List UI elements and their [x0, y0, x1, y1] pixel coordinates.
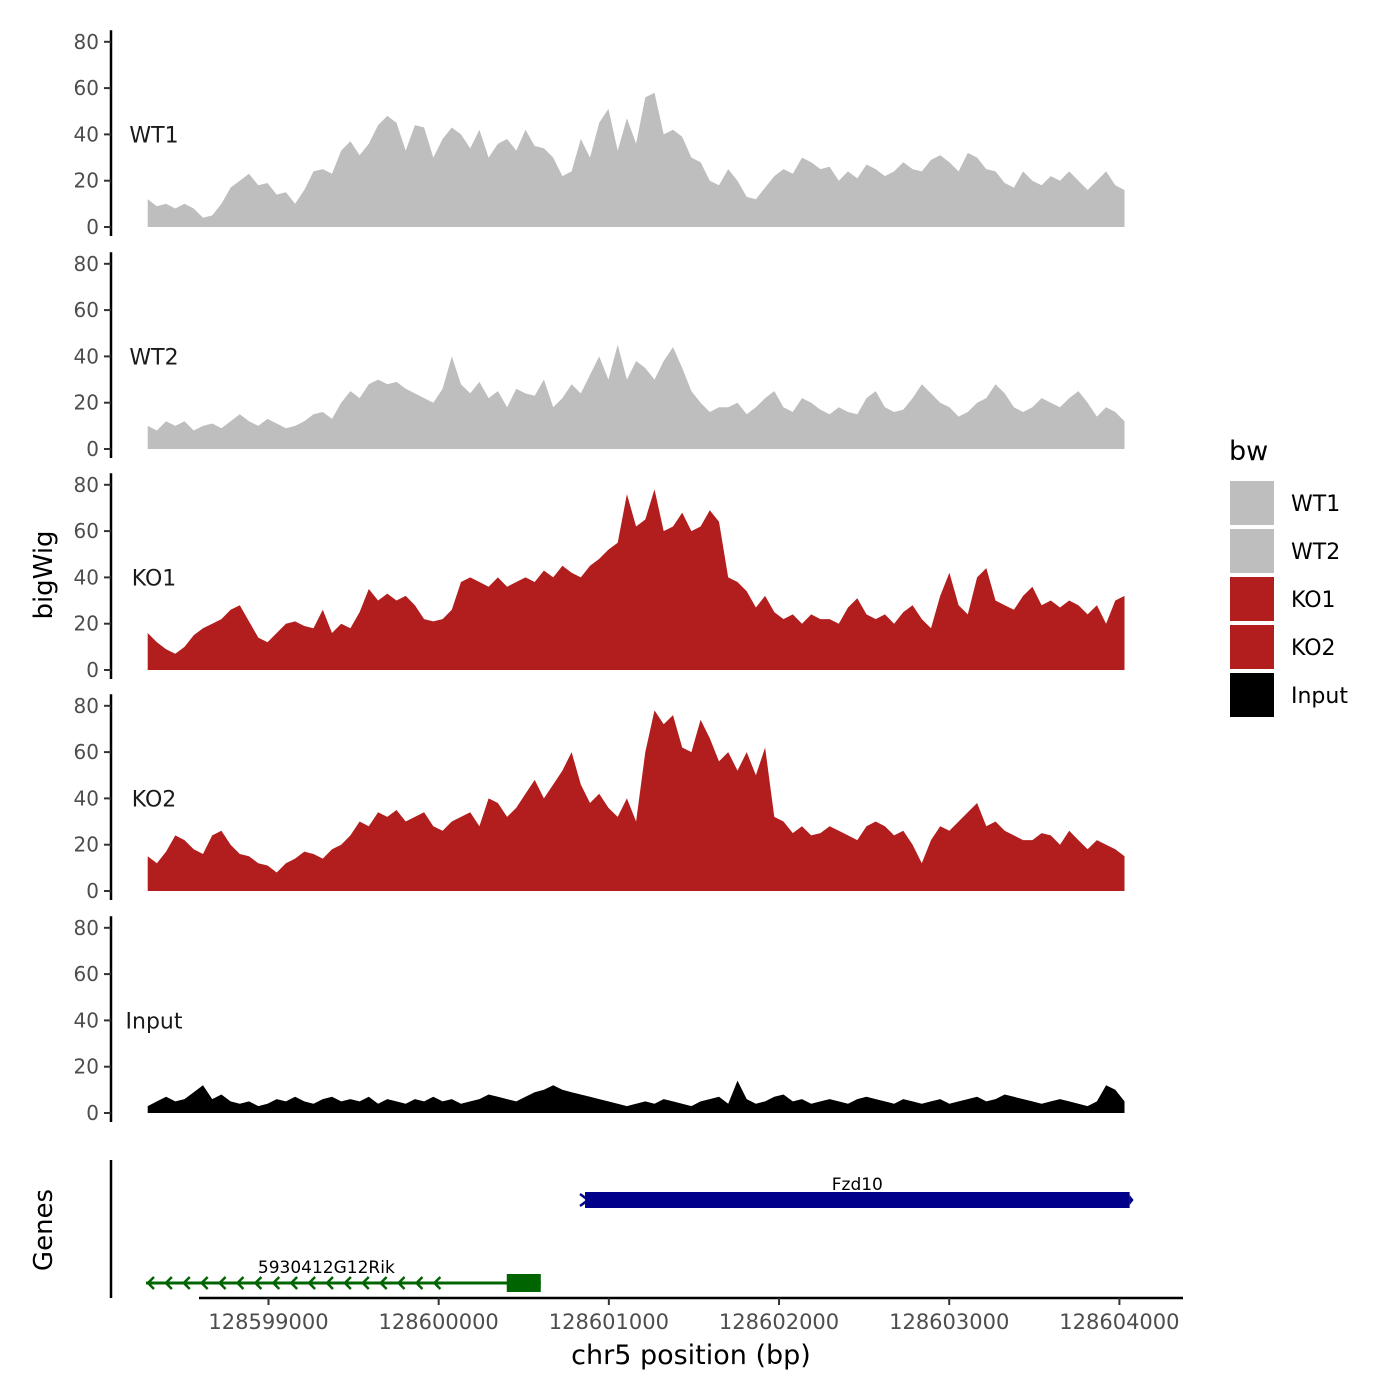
- legend-item-wt1: WT1: [1230, 481, 1340, 525]
- track-label: WT1: [129, 123, 178, 148]
- gene-body: [585, 1192, 1130, 1208]
- track-wt1: 0 20 40 60 80 WT1: [74, 30, 1125, 239]
- strand-arrow: [325, 1276, 334, 1290]
- y-tick-label: 20: [74, 833, 99, 857]
- legend-label: KO1: [1291, 588, 1336, 613]
- gene-5930412g12rik: 5930412G12Rik: [145, 1258, 541, 1292]
- strand-arrow: [432, 1276, 442, 1290]
- genes-axis-title: Genes: [29, 1189, 59, 1271]
- strand-arrow: [164, 1276, 173, 1290]
- legend-label: Input: [1291, 684, 1348, 709]
- track-label: Input: [126, 1009, 183, 1034]
- x-axis: 128599000 128600000 128601000 128602000 1286…: [199, 1296, 1183, 1334]
- y-axis-title: bigWig: [29, 530, 59, 619]
- y-tick-label: 20: [74, 391, 99, 415]
- y-tick-label: 80: [74, 252, 99, 276]
- y-tick-label: 0: [86, 1101, 99, 1125]
- strand-arrow: [414, 1276, 424, 1290]
- x-axis-title: chr5 position (bp): [571, 1340, 811, 1371]
- legend-label: KO2: [1291, 636, 1336, 661]
- legend-item-ko2: KO2: [1230, 625, 1336, 669]
- y-tick-label: 20: [74, 612, 99, 636]
- signal-tracks: 0 20 40 60 80 WT1 0 20 40 60 80 WT2 0 20 40 60 80 KO1 0 20 4…: [74, 30, 1125, 1125]
- gene-exon: [506, 1274, 541, 1292]
- y-tick-label: 40: [74, 344, 99, 368]
- x-tick-label: 128600000: [379, 1310, 499, 1334]
- y-tick-label: 80: [74, 694, 99, 718]
- legend-label: WT2: [1291, 540, 1340, 565]
- x-tick-label: 128599000: [208, 1310, 328, 1334]
- y-tick-label: 60: [74, 298, 99, 322]
- track-wt2: 0 20 40 60 80 WT2: [74, 252, 1125, 461]
- strand-arrow: [307, 1276, 316, 1290]
- strand-arrow: [361, 1276, 370, 1290]
- y-tick-label: 40: [74, 565, 99, 589]
- y-tick-label: 80: [74, 916, 99, 940]
- legend-title: bw: [1229, 436, 1268, 467]
- track-label: KO1: [132, 566, 177, 591]
- strand-arrow: [182, 1276, 191, 1290]
- y-tick-label: 40: [74, 122, 99, 146]
- legend-key: [1230, 625, 1274, 669]
- legend-key: [1230, 673, 1274, 717]
- y-tick-label: 20: [74, 169, 99, 193]
- track-label: WT2: [129, 345, 178, 370]
- strand-arrow: [396, 1276, 406, 1290]
- track-ko2: 0 20 40 60 80 KO2: [74, 694, 1125, 903]
- y-tick-label: 40: [74, 1008, 99, 1032]
- y-tick-label: 60: [74, 740, 99, 764]
- y-tick-label: 40: [74, 786, 99, 810]
- legend-key: [1230, 481, 1274, 525]
- area-input: [147, 1080, 1125, 1113]
- strand-arrow: [271, 1276, 281, 1290]
- y-tick-label: 0: [86, 879, 99, 903]
- y-tick-label: 80: [74, 473, 99, 497]
- area-ko1: [147, 489, 1125, 670]
- gene-label: Fzd10: [832, 1175, 883, 1195]
- strand-arrow: [253, 1276, 263, 1290]
- legend-label: WT1: [1291, 492, 1340, 517]
- strand-arrow: [579, 1193, 591, 1207]
- track-input: 0 20 40 60 80 Input: [74, 916, 1125, 1125]
- track-label: KO2: [132, 787, 177, 812]
- legend-key: [1230, 529, 1274, 573]
- y-tick-label: 0: [86, 437, 99, 461]
- legend: bw WT1 WT2 KO1 KO2 Input: [1229, 436, 1348, 717]
- legend-item-input: Input: [1230, 673, 1348, 717]
- y-tick-label: 80: [74, 30, 99, 54]
- strand-arrow: [1129, 1195, 1134, 1205]
- legend-item-wt2: WT2: [1230, 529, 1340, 573]
- area-wt1: [147, 92, 1125, 227]
- track-ko1: 0 20 40 60 80 KO1: [74, 473, 1125, 682]
- strand-arrow: [146, 1276, 155, 1290]
- legend-item-ko1: KO1: [1230, 577, 1336, 621]
- x-tick-label: 128603000: [889, 1310, 1009, 1334]
- strand-arrow: [343, 1276, 352, 1290]
- strand-arrow: [217, 1276, 227, 1290]
- x-tick-label: 128602000: [719, 1310, 839, 1334]
- strand-arrow: [378, 1276, 388, 1290]
- strand-arrow: [235, 1276, 245, 1290]
- gene-label: 5930412G12Rik: [258, 1258, 395, 1278]
- genes-panel: Genes Fzd10 5930412G12Rik: [29, 1160, 1134, 1298]
- x-tick-label: 128601000: [549, 1310, 669, 1334]
- y-tick-label: 60: [74, 519, 99, 543]
- strand-arrow: [199, 1276, 209, 1290]
- y-tick-label: 60: [74, 962, 99, 986]
- area-ko2: [147, 710, 1125, 891]
- gene-models: Fzd10 5930412G12Rik: [145, 1175, 1134, 1292]
- y-tick-label: 0: [86, 215, 99, 239]
- y-tick-label: 20: [74, 1055, 99, 1079]
- y-tick-label: 0: [86, 658, 99, 682]
- strand-arrow: [289, 1276, 299, 1290]
- area-wt2: [147, 344, 1125, 449]
- y-tick-label: 60: [74, 76, 99, 100]
- legend-key: [1230, 577, 1274, 621]
- gene-fzd10: Fzd10: [579, 1175, 1134, 1208]
- x-tick-label: 128604000: [1059, 1310, 1179, 1334]
